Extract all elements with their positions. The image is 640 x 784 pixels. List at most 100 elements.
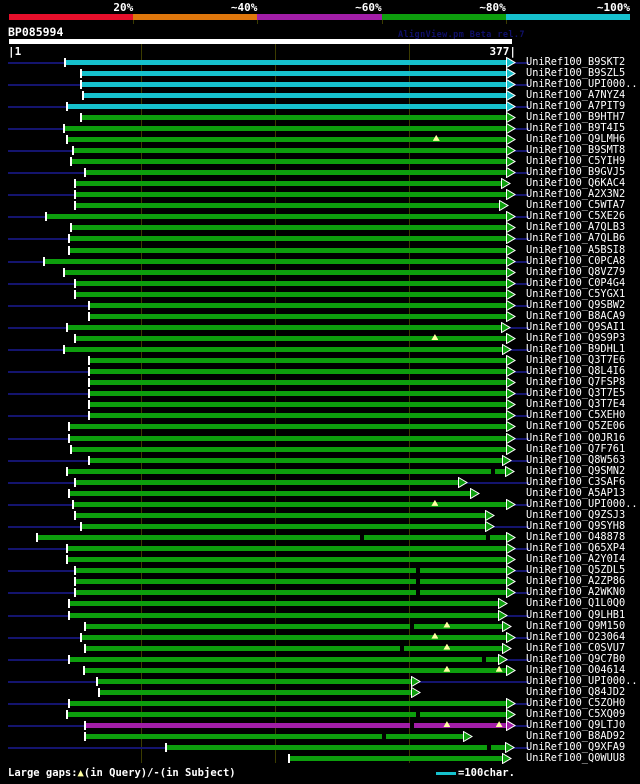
hit-label[interactable]: UniRef100_C0PCA8: [526, 254, 626, 267]
hit-label[interactable]: UniRef100_C5XE26: [526, 210, 626, 223]
alignment-bar[interactable]: [70, 446, 510, 452]
hit-label[interactable]: UniRef100_A5AP13: [526, 486, 626, 499]
alignment-bar[interactable]: [74, 479, 462, 485]
hit-label[interactable]: UniRef100_B8AD92: [526, 730, 626, 743]
hit-label[interactable]: UniRef100_C5XQ09: [526, 708, 626, 721]
alignment-bar[interactable]: [74, 203, 504, 209]
hit-label[interactable]: UniRef100_Q9SMN2: [526, 464, 626, 477]
hit-label[interactable]: UniRef100_A7PIT9: [526, 99, 626, 112]
hit-label[interactable]: UniRef100_Q5ZDL5: [526, 564, 626, 577]
alignment-bar[interactable]: [66, 546, 510, 552]
alignment-bar[interactable]: [89, 313, 510, 319]
hit-label[interactable]: UniRef100_Q65XP4: [526, 542, 626, 555]
hit-label[interactable]: UniRef100_B9SMT8: [526, 143, 626, 156]
alignment-bar[interactable]: [65, 59, 510, 65]
alignment-bar[interactable]: [89, 413, 510, 419]
hit-label[interactable]: UniRef100_Q0WUU8: [526, 752, 626, 765]
hit-label[interactable]: UniRef100_C0SVU7: [526, 641, 626, 654]
alignment-bar[interactable]: [165, 745, 509, 751]
alignment-bar[interactable]: [69, 700, 510, 706]
alignment-bar[interactable]: [89, 391, 510, 397]
alignment-bar[interactable]: [69, 601, 502, 607]
alignment-bar[interactable]: [89, 369, 510, 375]
hit-label[interactable]: UniRef100_A7QLB6: [526, 232, 626, 245]
alignment-bar[interactable]: [66, 557, 510, 563]
hit-label[interactable]: UniRef100_Q3T7E4: [526, 398, 626, 411]
alignment-bar[interactable]: [63, 125, 510, 131]
alignment-bar[interactable]: [89, 302, 510, 308]
hit-label[interactable]: UniRef100_Q1L0Q0: [526, 597, 626, 610]
hit-label[interactable]: UniRef100_Q9C7B0: [526, 652, 626, 665]
alignment-bar[interactable]: [69, 612, 502, 618]
hit-label[interactable]: UniRef100_C5YIH9: [526, 155, 626, 168]
hit-label[interactable]: UniRef100_A2ZP86: [526, 575, 626, 588]
hit-label[interactable]: UniRef100_Q9ZSJ3: [526, 508, 626, 521]
alignment-bar[interactable]: [69, 656, 502, 662]
hit-label[interactable]: UniRef100_Q7FSP8: [526, 376, 626, 389]
alignment-bar[interactable]: [69, 435, 510, 441]
hit-label[interactable]: UniRef100_A2WKN0: [526, 586, 626, 599]
alignment-bar[interactable]: [74, 280, 510, 286]
alignment-bar[interactable]: [73, 501, 510, 507]
hit-label[interactable]: UniRef100_B9SKT2: [526, 55, 626, 68]
hit-label[interactable]: UniRef100_O48878: [526, 531, 626, 544]
hit-label[interactable]: UniRef100_Q9SBW2: [526, 298, 626, 311]
alignment-bar[interactable]: [81, 70, 510, 76]
hit-label[interactable]: UniRef100_Q9LHB1: [526, 608, 626, 621]
hit-label[interactable]: UniRef100_Q3T7E5: [526, 387, 626, 400]
hit-label[interactable]: UniRef100_Q8L4I6: [526, 365, 626, 378]
alignment-bar[interactable]: [66, 468, 509, 474]
alignment-bar[interactable]: [81, 524, 489, 530]
hit-label[interactable]: UniRef100_C5XEH0: [526, 409, 626, 422]
hit-label[interactable]: UniRef100_Q8W563: [526, 453, 626, 466]
alignment-bar[interactable]: [288, 756, 506, 762]
hit-label[interactable]: UniRef100_UPI000..: [526, 497, 638, 510]
alignment-bar[interactable]: [89, 457, 506, 463]
hit-label[interactable]: UniRef100_B9GVJ5: [526, 166, 626, 179]
alignment-bar[interactable]: [66, 712, 510, 718]
hit-label[interactable]: UniRef100_Q9SAI1: [526, 320, 626, 333]
hit-label[interactable]: UniRef100_Q9S9P3: [526, 332, 626, 344]
alignment-bar[interactable]: [66, 324, 505, 330]
alignment-bar[interactable]: [81, 114, 510, 120]
alignment-bar[interactable]: [85, 723, 510, 729]
hit-label[interactable]: UniRef100_Q84JD2: [526, 685, 626, 698]
alignment-bar[interactable]: [70, 225, 510, 231]
hit-label[interactable]: UniRef100_B9HTH7: [526, 110, 626, 123]
alignment-bar[interactable]: [81, 634, 510, 640]
alignment-bar[interactable]: [83, 667, 510, 673]
alignment-bar[interactable]: [69, 236, 510, 242]
hit-label[interactable]: UniRef100_Q0JR16: [526, 431, 626, 444]
hit-label[interactable]: UniRef100_A2Y0I4: [526, 553, 626, 566]
alignment-bar[interactable]: [69, 247, 510, 253]
hit-label[interactable]: UniRef100_UPI000..: [526, 77, 638, 90]
hit-label[interactable]: UniRef100_O23064: [526, 630, 626, 643]
alignment-bar[interactable]: [89, 380, 510, 386]
hit-label[interactable]: UniRef100_UPI000..: [526, 674, 638, 687]
alignment-bar[interactable]: [63, 269, 510, 275]
hit-label[interactable]: UniRef100_Q6KAC4: [526, 177, 626, 190]
hit-label[interactable]: UniRef100_Q9LTJ0: [526, 719, 626, 732]
alignment-bar[interactable]: [82, 92, 510, 98]
alignment-bar[interactable]: [74, 181, 505, 187]
alignment-bar[interactable]: [74, 579, 510, 585]
hit-label[interactable]: UniRef100_C5ZOH0: [526, 696, 626, 709]
alignment-bar[interactable]: [74, 512, 489, 518]
alignment-bar[interactable]: [43, 258, 510, 264]
hit-label[interactable]: UniRef100_Q9SYH8: [526, 520, 626, 533]
alignment-bar[interactable]: [66, 136, 510, 142]
alignment-bar[interactable]: [85, 734, 468, 740]
hit-label[interactable]: UniRef100_Q7F761: [526, 442, 626, 455]
hit-label[interactable]: UniRef100_B9SZL5: [526, 66, 626, 79]
hit-label[interactable]: UniRef100_Q8VZ79: [526, 265, 626, 278]
hit-label[interactable]: UniRef100_A7QLB3: [526, 221, 626, 234]
hit-label[interactable]: UniRef100_A5BSI8: [526, 243, 626, 256]
hit-label[interactable]: UniRef100_B9DHL1: [526, 343, 626, 356]
alignment-bar[interactable]: [74, 192, 510, 198]
hit-label[interactable]: UniRef100_B9T4I5: [526, 121, 626, 134]
alignment-bar[interactable]: [98, 689, 415, 695]
alignment-bar[interactable]: [69, 424, 510, 430]
alignment-bar[interactable]: [85, 623, 506, 629]
hit-label[interactable]: UniRef100_A7NYZ4: [526, 88, 626, 101]
hit-label[interactable]: UniRef100_B8ACA9: [526, 309, 626, 322]
